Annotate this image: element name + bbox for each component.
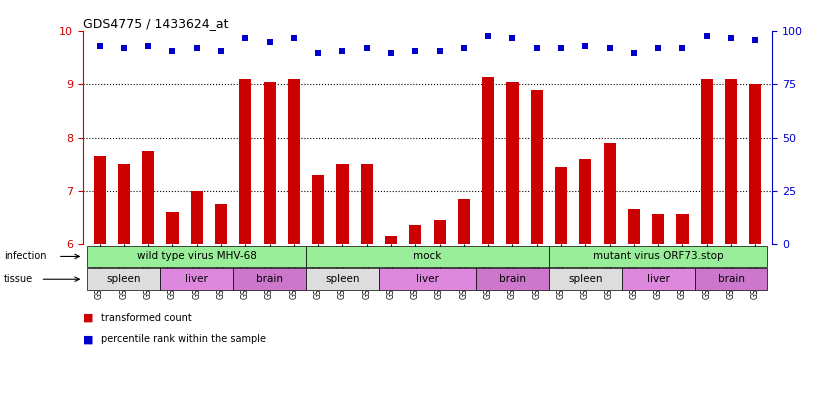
Bar <box>434 220 446 244</box>
Bar <box>652 215 664 244</box>
Bar <box>458 198 470 244</box>
Text: brain: brain <box>256 274 283 284</box>
Bar <box>93 156 106 244</box>
Point <box>530 45 544 51</box>
Text: liver: liver <box>416 274 439 284</box>
Bar <box>530 90 543 244</box>
Point <box>506 35 519 41</box>
Point <box>93 43 107 50</box>
Point <box>676 45 689 51</box>
Bar <box>166 212 178 244</box>
Point <box>239 35 252 41</box>
Bar <box>628 209 640 244</box>
Text: liver: liver <box>185 274 208 284</box>
Text: mock: mock <box>413 252 442 261</box>
Bar <box>118 164 130 244</box>
Text: transformed count: transformed count <box>101 312 192 323</box>
Point <box>458 45 471 51</box>
Point <box>700 33 714 39</box>
Text: spleen: spleen <box>325 274 359 284</box>
Point <box>384 50 397 56</box>
Bar <box>579 159 591 244</box>
Point <box>263 39 276 45</box>
Bar <box>676 215 689 244</box>
Point <box>627 50 640 56</box>
Point <box>433 48 446 54</box>
Point <box>336 48 349 54</box>
Text: spleen: spleen <box>568 274 602 284</box>
Point <box>166 48 179 54</box>
Text: ■: ■ <box>83 312 93 323</box>
Point <box>360 45 373 51</box>
Point <box>409 48 422 54</box>
Bar <box>409 225 421 244</box>
Bar <box>506 82 519 244</box>
Text: infection: infection <box>4 252 46 261</box>
Text: mutant virus ORF73.stop: mutant virus ORF73.stop <box>593 252 724 261</box>
Point <box>603 45 616 51</box>
Text: wild type virus MHV-68: wild type virus MHV-68 <box>137 252 257 261</box>
Point <box>579 43 592 50</box>
Bar <box>604 143 615 244</box>
Text: percentile rank within the sample: percentile rank within the sample <box>101 334 266 344</box>
Bar <box>287 79 300 244</box>
Text: tissue: tissue <box>4 274 33 284</box>
Point <box>482 33 495 39</box>
Text: GDS4775 / 1433624_at: GDS4775 / 1433624_at <box>83 17 228 30</box>
Bar <box>263 82 276 244</box>
Bar <box>191 191 203 244</box>
Point <box>287 35 301 41</box>
Text: ■: ■ <box>83 334 93 344</box>
Bar <box>215 204 227 244</box>
Point <box>652 45 665 51</box>
Bar <box>749 84 762 244</box>
Text: brain: brain <box>499 274 526 284</box>
Bar <box>385 236 397 244</box>
Point <box>724 35 738 41</box>
Bar <box>361 164 373 244</box>
Point <box>190 45 203 51</box>
Point <box>554 45 567 51</box>
Bar <box>240 79 251 244</box>
Point <box>141 43 154 50</box>
Bar <box>336 164 349 244</box>
Point <box>117 45 131 51</box>
Text: liver: liver <box>647 274 670 284</box>
Text: spleen: spleen <box>107 274 141 284</box>
Point <box>311 50 325 56</box>
Bar <box>312 174 325 244</box>
Bar <box>555 167 567 244</box>
Bar <box>725 79 737 244</box>
Bar <box>700 79 713 244</box>
Point <box>215 48 228 54</box>
Point <box>748 37 762 43</box>
Text: brain: brain <box>718 274 744 284</box>
Bar <box>142 151 154 244</box>
Bar <box>482 77 494 244</box>
